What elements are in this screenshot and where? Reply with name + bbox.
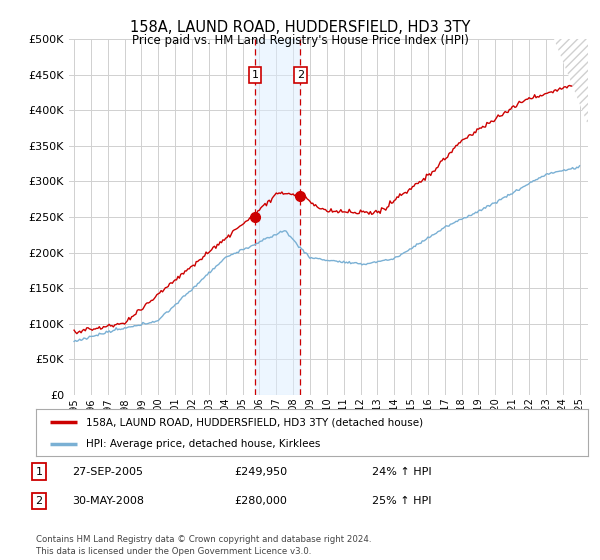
Text: 1: 1 [251, 70, 259, 80]
Text: Price paid vs. HM Land Registry's House Price Index (HPI): Price paid vs. HM Land Registry's House … [131, 34, 469, 46]
Text: 158A, LAUND ROAD, HUDDERSFIELD, HD3 3TY: 158A, LAUND ROAD, HUDDERSFIELD, HD3 3TY [130, 20, 470, 35]
Text: HPI: Average price, detached house, Kirklees: HPI: Average price, detached house, Kirk… [86, 438, 320, 449]
Text: 2: 2 [35, 496, 43, 506]
Text: 24% ↑ HPI: 24% ↑ HPI [372, 466, 431, 477]
Text: 158A, LAUND ROAD, HUDDERSFIELD, HD3 3TY (detached house): 158A, LAUND ROAD, HUDDERSFIELD, HD3 3TY … [86, 417, 423, 427]
Bar [255, 39, 300, 395]
Text: 30-MAY-2008: 30-MAY-2008 [72, 496, 144, 506]
Text: Contains HM Land Registry data © Crown copyright and database right 2024.
This d: Contains HM Land Registry data © Crown c… [36, 535, 371, 556]
Text: £249,950: £249,950 [234, 466, 287, 477]
Text: 27-SEP-2005: 27-SEP-2005 [72, 466, 143, 477]
Text: 25% ↑ HPI: 25% ↑ HPI [372, 496, 431, 506]
Text: 2: 2 [296, 70, 304, 80]
Polygon shape [554, 39, 588, 124]
Text: £280,000: £280,000 [234, 496, 287, 506]
Text: 1: 1 [35, 466, 43, 477]
